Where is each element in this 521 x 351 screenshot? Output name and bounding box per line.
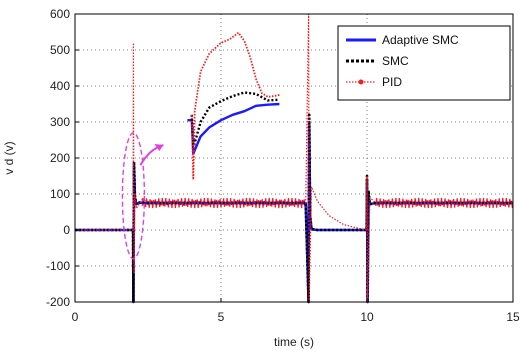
zoom-arrowhead [154, 144, 164, 152]
legend: Adaptive SMC SMC PID [337, 25, 511, 101]
y-tick-label: 600 [50, 7, 70, 21]
y-tick-label: 200 [50, 151, 70, 165]
pid-ripple-band [375, 197, 513, 209]
y-tick-label: 400 [50, 79, 70, 93]
y-tick-label: 500 [50, 43, 70, 57]
y-axis-ticks: -200 -100 0 100 200 300 400 500 600 [46, 7, 79, 309]
y-tick-label: 300 [50, 115, 70, 129]
legend-label-adaptive-smc: Adaptive SMC [382, 33, 459, 47]
x-axis-label: time (s) [274, 335, 314, 349]
y-axis-label: v d (v) [2, 141, 16, 174]
y-tick-label: -200 [46, 295, 70, 309]
y-tick-label: 100 [50, 187, 70, 201]
y-tick-label: -100 [46, 259, 70, 273]
x-tick-label: 10 [360, 310, 374, 324]
pid-ripple-band [141, 197, 306, 209]
x-tick-label: 0 [72, 310, 79, 324]
inset-line-pid [190, 31, 280, 181]
plot-traces [75, 13, 513, 304]
x-tick-label: 15 [506, 310, 520, 324]
inset-line-adaptive-smc [187, 102, 280, 155]
legend-label-pid: PID [382, 75, 402, 89]
zoom-annotation [121, 132, 164, 260]
series-line-smc [75, 113, 513, 304]
series-line-adaptive-smc [75, 120, 513, 304]
legend-box [337, 25, 511, 101]
y-tick-label: 0 [63, 223, 70, 237]
x-tick-label: 5 [218, 310, 225, 324]
legend-label-smc: SMC [382, 54, 409, 68]
highlight-ellipse [121, 132, 146, 260]
x-axis-ticks: 0 5 10 15 [72, 298, 520, 324]
inset-line-smc [190, 91, 280, 150]
legend-marker-pid [358, 79, 364, 85]
